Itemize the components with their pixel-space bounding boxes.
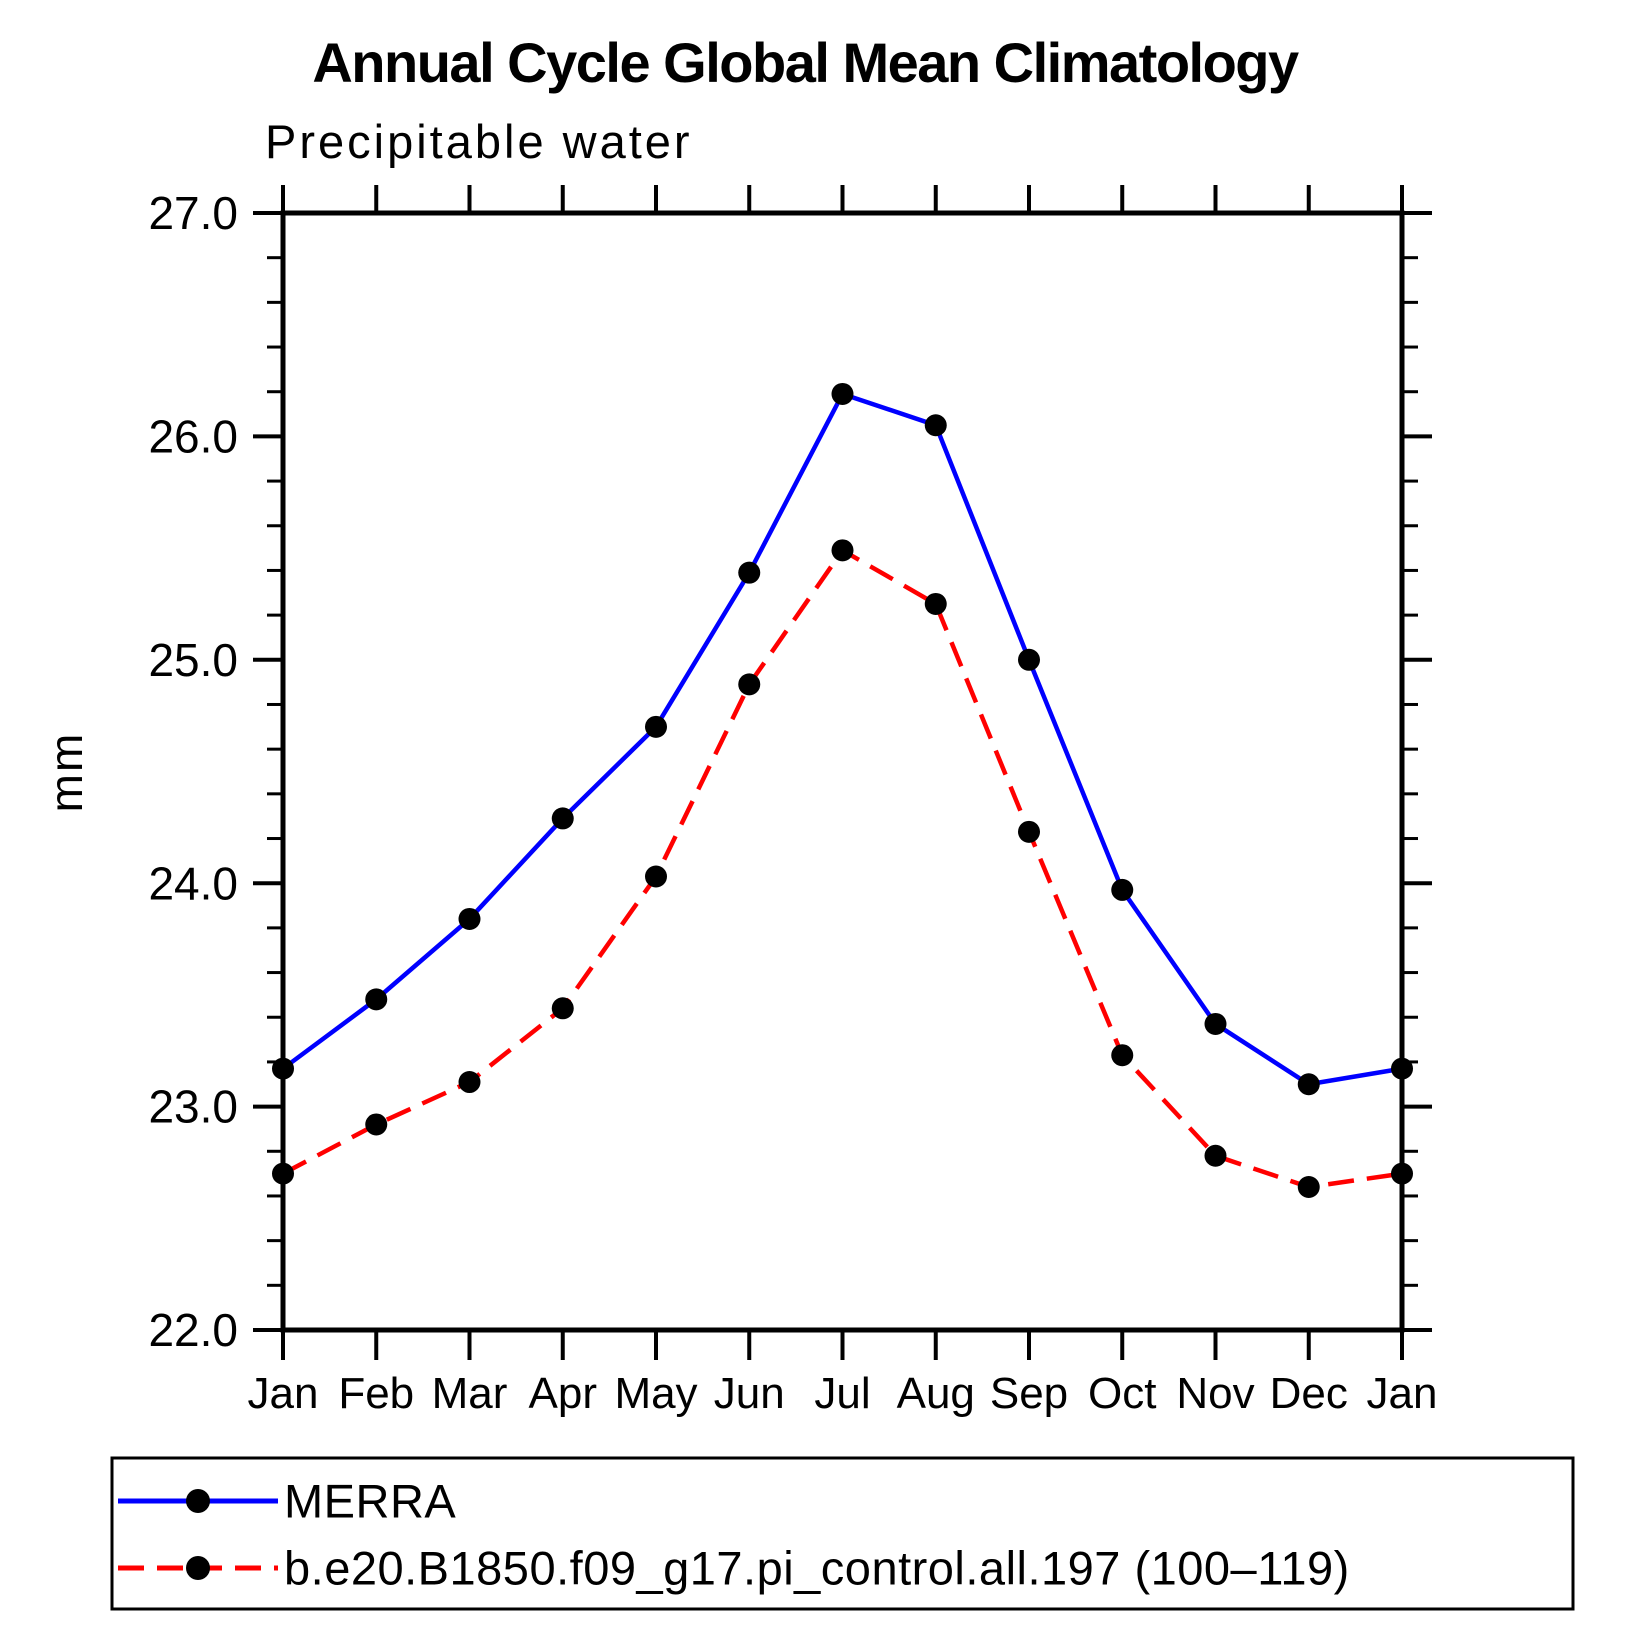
data-point-marker <box>272 1162 294 1185</box>
x-tick-label: Sep <box>990 1369 1068 1418</box>
series-line-merra <box>281 391 1403 1087</box>
x-tick-label: Dec <box>1270 1369 1348 1418</box>
data-point-marker <box>1204 1144 1227 1167</box>
data-point-marker <box>1111 1044 1134 1067</box>
data-point-marker <box>831 539 854 562</box>
legend-box <box>110 1456 1575 1611</box>
data-point-marker <box>1391 1162 1413 1185</box>
data-point-marker <box>645 715 667 738</box>
y-tick-label: 23.0 <box>148 1081 238 1133</box>
y-tick-label: 26.0 <box>148 411 238 463</box>
data-point-marker <box>551 807 574 830</box>
x-tick-label: Feb <box>338 1369 414 1418</box>
data-point-marker <box>365 988 388 1011</box>
x-tick-labels: Jan Feb Mar Apr May Jun Jul Aug Sep Oct Nov Dec Jan <box>248 1369 1438 1418</box>
y-axis-label: mm <box>40 732 92 813</box>
x-tick-label: Mar <box>432 1369 508 1418</box>
x-tick-label: Apr <box>529 1369 597 1418</box>
chart-title: Annual Cycle Global Mean Climatology <box>312 31 1299 94</box>
x-tick-label: Oct <box>1088 1369 1156 1418</box>
data-point-marker <box>738 673 761 696</box>
data-point-marker <box>1018 648 1040 671</box>
data-point-marker <box>738 561 761 584</box>
data-point-marker <box>924 414 947 437</box>
data-point-marker <box>831 382 854 405</box>
y-tick-label: 24.0 <box>148 857 238 909</box>
data-point-marker <box>1297 1176 1320 1199</box>
data-point-marker <box>458 1071 481 1094</box>
data-point-marker <box>924 592 947 615</box>
legend: MERRA b.e20.B1850.f09_g17.pi_control.all.… <box>110 1456 1575 1611</box>
legend-label: MERRA <box>284 1474 456 1527</box>
y-tick-label: 22.0 <box>148 1304 238 1356</box>
x-tick-label: Jan <box>1367 1369 1438 1418</box>
x-tick-label: Nov <box>1176 1369 1254 1418</box>
data-point-marker <box>1391 1057 1413 1080</box>
x-tick-label: May <box>614 1369 697 1418</box>
data-point-marker <box>458 907 481 930</box>
data-point-marker <box>1111 878 1134 901</box>
axes <box>253 185 1432 1360</box>
data-point-marker <box>365 1113 388 1136</box>
legend-marker <box>186 1489 210 1513</box>
x-tick-label: Jan <box>248 1369 319 1418</box>
series-line-model <box>281 547 1403 1190</box>
data-point-marker <box>1018 820 1040 843</box>
data-point-marker <box>1297 1073 1320 1096</box>
data-point-marker <box>1204 1012 1227 1035</box>
data-point-marker <box>272 1057 294 1080</box>
y-tick-labels: 22.0 23.0 24.0 25.0 26.0 27.0 <box>148 187 238 1356</box>
y-tick-label: 25.0 <box>148 634 238 686</box>
x-tick-label: Jul <box>814 1369 870 1418</box>
x-tick-label: Jun <box>714 1369 785 1418</box>
data-point-marker <box>551 997 574 1020</box>
chart-subtitle: Precipitable water <box>265 115 693 168</box>
y-tick-label: 27.0 <box>148 187 238 239</box>
x-tick-label: Aug <box>897 1369 975 1418</box>
data-point-marker <box>645 865 667 888</box>
series-plot-area <box>272 382 1413 1199</box>
legend-label: b.e20.B1850.f09_g17.pi_control.all.197 (… <box>284 1541 1350 1594</box>
legend-marker <box>186 1556 210 1580</box>
